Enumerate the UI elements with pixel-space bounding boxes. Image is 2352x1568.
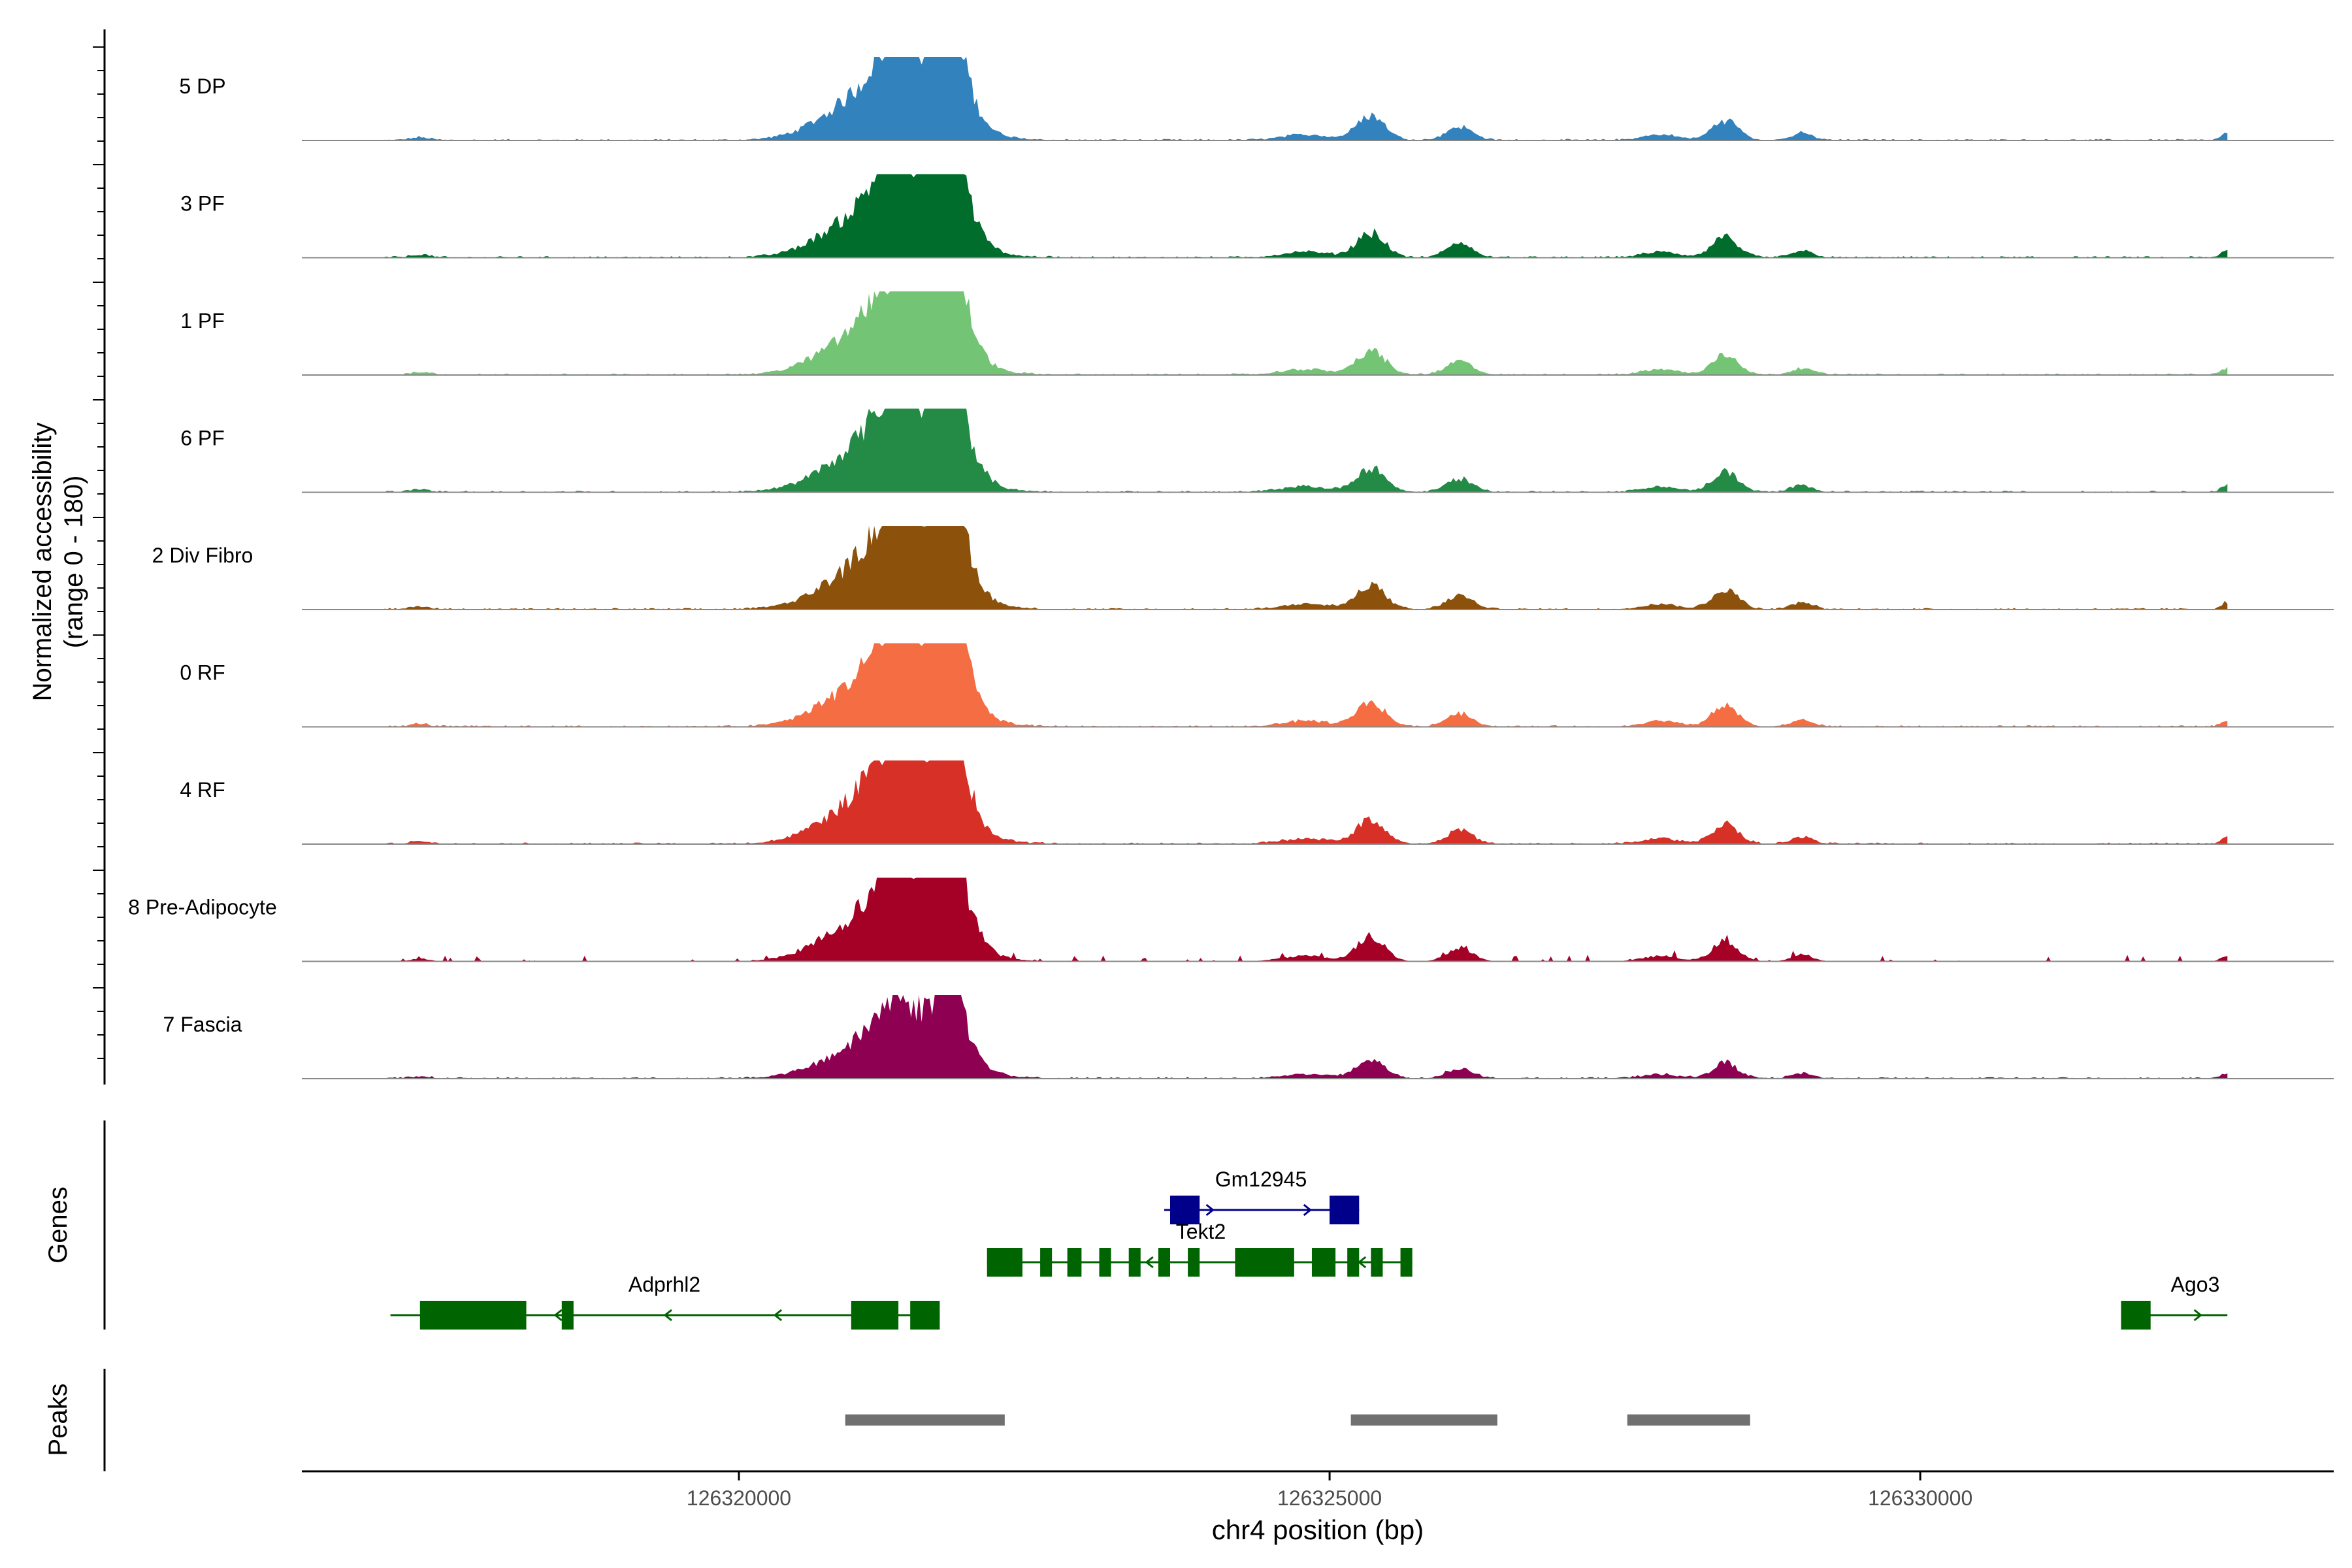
track-label: 7 Fascia [163, 1013, 242, 1036]
track-7-fascia: 7 Fascia [163, 995, 2334, 1079]
track-8-pre-adipocyte: 8 Pre-Adipocyte [128, 877, 2334, 962]
exon [1158, 1248, 1170, 1277]
coverage-area [384, 877, 2228, 962]
gene-adprhl2: Adprhl2 [390, 1273, 940, 1330]
x-tick-label: 126325000 [1277, 1486, 1382, 1510]
coverage-area [384, 174, 2228, 258]
gene-label: Adprhl2 [629, 1273, 700, 1296]
strand-arrow [1357, 1256, 1367, 1269]
strand-arrow [1303, 1203, 1313, 1217]
peak-bar [845, 1414, 1005, 1426]
exon [1400, 1248, 1413, 1277]
exon [2121, 1301, 2151, 1330]
coverage-area [384, 643, 2228, 727]
exon [1188, 1248, 1200, 1277]
strand-arrow [1145, 1256, 1154, 1269]
x-axis-ticks: 126320000 126325000 126330000 [687, 1471, 1972, 1510]
exon [561, 1301, 574, 1330]
coverage-area [384, 760, 2228, 844]
gene-annotations: Gm12945 Tekt2 Adprhl2 Ago3 [390, 1168, 2228, 1330]
exon [1371, 1248, 1383, 1277]
track-label: 5 DP [179, 74, 225, 98]
x-tick-label: 126320000 [687, 1486, 791, 1510]
y-axis-ticks [93, 46, 105, 1059]
exon [419, 1301, 527, 1330]
peaks-panel-label: Peaks [44, 1383, 73, 1456]
track-2-div-fibro: 2 Div Fibro [152, 526, 2334, 610]
exon [851, 1301, 899, 1330]
track-5-dp: 5 DP [179, 57, 2334, 141]
strand-arrow [663, 1309, 672, 1322]
x-axis-title: chr4 position (bp) [1212, 1514, 1424, 1545]
track-label: 8 Pre-Adipocyte [128, 896, 277, 919]
exon [1347, 1248, 1360, 1277]
exon [1067, 1248, 1082, 1277]
track-1-pf: 1 PF [180, 291, 2334, 376]
exon [1311, 1248, 1336, 1277]
track-label: 2 Div Fibro [152, 544, 253, 567]
coverage-area [384, 526, 2228, 610]
coverage-tracks: 5 DP 3 PF 1 PF 6 PF 2 Div Fibro 0 RF 4 RF 8 Pre… [128, 57, 2334, 1079]
gene-label: Gm12945 [1215, 1168, 1307, 1191]
track-4-rf: 4 RF [180, 760, 2334, 845]
track-label: 3 PF [180, 192, 225, 216]
gene-ago3: Ago3 [2121, 1273, 2228, 1330]
y-axis-title-line1: Normalized accessibility [28, 423, 57, 702]
exon [1330, 1196, 1360, 1224]
exon [1099, 1248, 1111, 1277]
gene-gm12945: Gm12945 [1164, 1168, 1360, 1224]
y-axis-title-line2: (range 0 - 180) [59, 476, 88, 649]
y-axis-title: Normalized accessibility (range 0 - 180) [28, 423, 88, 702]
exon [910, 1301, 940, 1330]
strand-arrow [773, 1309, 783, 1322]
gene-tekt2: Tekt2 [987, 1220, 1413, 1277]
strand-arrow [553, 1309, 563, 1322]
exon [1040, 1248, 1053, 1277]
track-0-rf: 0 RF [180, 643, 2334, 728]
track-6-pf: 6 PF [180, 408, 2334, 493]
peak-regions [845, 1414, 1750, 1426]
track-label: 4 RF [180, 778, 225, 802]
strand-arrow [1205, 1203, 1215, 1217]
track-label: 6 PF [180, 427, 225, 450]
gene-label: Tekt2 [1176, 1220, 1226, 1243]
gene-label: Ago3 [2171, 1273, 2220, 1296]
track-label: 1 PF [180, 309, 225, 333]
strand-arrow [2193, 1309, 2202, 1322]
exon [1235, 1248, 1294, 1277]
peak-bar [1627, 1414, 1750, 1426]
track-label: 0 RF [180, 661, 225, 685]
exon [1169, 1196, 1200, 1224]
track-3-pf: 3 PF [180, 174, 2334, 259]
coverage-area [384, 291, 2228, 375]
coverage-area [384, 995, 2228, 1079]
x-tick-label: 126330000 [1868, 1486, 1972, 1510]
peak-bar [1350, 1414, 1497, 1426]
exon [1128, 1248, 1141, 1277]
coverage-area [384, 57, 2228, 140]
coverage-area [384, 408, 2228, 493]
genes-panel-label: Genes [44, 1186, 73, 1264]
exon [987, 1248, 1022, 1277]
